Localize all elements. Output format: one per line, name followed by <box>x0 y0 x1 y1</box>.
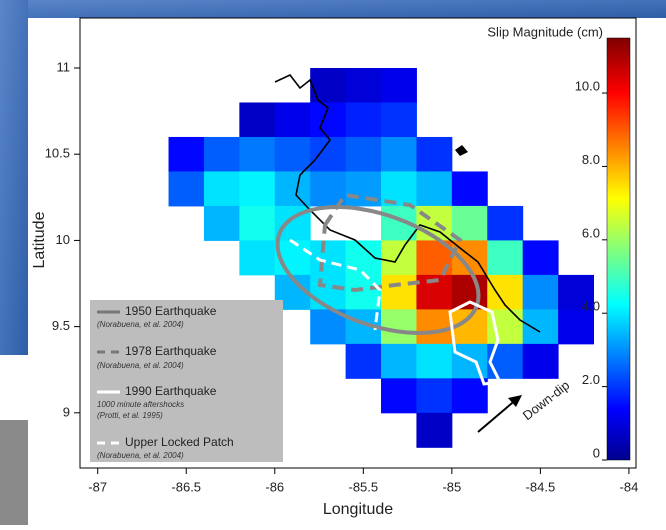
x-tick-label: -86 <box>265 479 284 494</box>
x-tick-label: -85 <box>442 479 461 494</box>
heatmap-cell <box>416 344 452 379</box>
legend-source: (Norabuena, et al. 2004) <box>97 320 184 329</box>
y-tick-label: 9 <box>63 404 70 419</box>
colorbar-tick-label: 6.0 <box>582 225 600 240</box>
x-tick-label: -84.5 <box>526 479 556 494</box>
colorbar-tick-label: 0 <box>593 445 600 460</box>
heatmap-cell <box>346 275 382 310</box>
colorbar-tick-label: 10.0 <box>575 78 600 93</box>
x-tick-label: -85.5 <box>348 479 378 494</box>
heatmap-cell <box>275 102 311 137</box>
heatmap-cell <box>523 275 559 310</box>
heatmap-cell <box>558 309 594 344</box>
legend-note: 1000 minute aftershocks <box>97 400 184 409</box>
heatmap-cell <box>381 344 417 379</box>
heatmap-cell <box>416 309 452 344</box>
heatmap-cell <box>204 171 240 206</box>
heatmap-cell <box>416 378 452 413</box>
legend-label: 1950 Earthquake <box>125 304 217 318</box>
heatmap-cell <box>239 240 275 275</box>
y-axis-label: Latitude <box>31 211 48 268</box>
heatmap-cell <box>523 344 559 379</box>
slide-background <box>0 0 28 355</box>
heatmap-cell <box>310 240 346 275</box>
heatmap-cell <box>452 275 488 310</box>
heatmap-cell <box>310 68 346 103</box>
colorbar-tick-label: 4.0 <box>582 299 600 314</box>
heatmap-cell <box>487 344 523 379</box>
legend-source: (Protti, et al. 1995) <box>97 411 163 420</box>
heatmap-cell <box>416 413 452 448</box>
x-tick-label: -87 <box>88 479 107 494</box>
y-tick-label: 11 <box>57 59 71 74</box>
heatmap-cell <box>381 240 417 275</box>
heatmap-cell <box>416 137 452 172</box>
heatmap-cell <box>310 275 346 310</box>
heatmap-cell <box>381 68 417 103</box>
y-tick-label: 10.5 <box>45 146 70 161</box>
x-tick-label: -84 <box>620 479 639 494</box>
page: {"chart_data": {"type": "heatmap", "xlab… <box>0 0 666 525</box>
y-tick-label: 10 <box>56 232 70 247</box>
legend-label: 1990 Earthquake <box>125 384 217 398</box>
y-tick-label: 9.5 <box>52 318 70 333</box>
heatmap-cell <box>381 275 417 310</box>
heatmap-cell <box>381 309 417 344</box>
heatmap-cell <box>452 344 488 379</box>
x-tick-label: -86.5 <box>171 479 201 494</box>
slide-background <box>0 0 666 18</box>
heatmap-cell <box>523 240 559 275</box>
heatmap-cell <box>487 240 523 275</box>
heatmap-cell <box>346 344 382 379</box>
heatmap-cell <box>169 171 205 206</box>
heatmap-cell <box>381 102 417 137</box>
heatmap-cell <box>239 171 275 206</box>
chart: Slip Magnitude (cm) 1950 Earthquake (Nor… <box>0 0 666 525</box>
heatmap-cell <box>275 171 311 206</box>
legend-source: (Norabuena, et al. 2004) <box>97 361 184 370</box>
colorbar-label: Slip Magnitude (cm) <box>487 24 603 39</box>
heatmap-cell <box>204 137 240 172</box>
heatmap-cell <box>275 137 311 172</box>
colorbar-tick-label: 2.0 <box>582 372 600 387</box>
heatmap-cell <box>239 206 275 241</box>
heatmap-cell <box>452 171 488 206</box>
heatmap-cell <box>239 102 275 137</box>
heatmap-cell <box>239 137 275 172</box>
heatmap-cell <box>416 171 452 206</box>
colorbar-tick-label: 8.0 <box>582 152 600 167</box>
heatmap-cell <box>523 309 559 344</box>
heatmap-cell <box>346 68 382 103</box>
heatmap-cell <box>487 206 523 241</box>
legend-label: Upper Locked Patch <box>125 435 234 449</box>
colorbar <box>607 38 630 460</box>
legend-label: 1978 Earthquake <box>125 344 217 358</box>
legend-source: (Norabuena, et al. 2004) <box>97 451 184 460</box>
heatmap-cell <box>381 137 417 172</box>
heatmap-cell <box>204 206 240 241</box>
heatmap-cell <box>346 102 382 137</box>
heatmap-cell <box>169 137 205 172</box>
x-axis-label: Longitude <box>323 501 393 518</box>
heatmap-cell <box>346 137 382 172</box>
heatmap-cell <box>381 378 417 413</box>
